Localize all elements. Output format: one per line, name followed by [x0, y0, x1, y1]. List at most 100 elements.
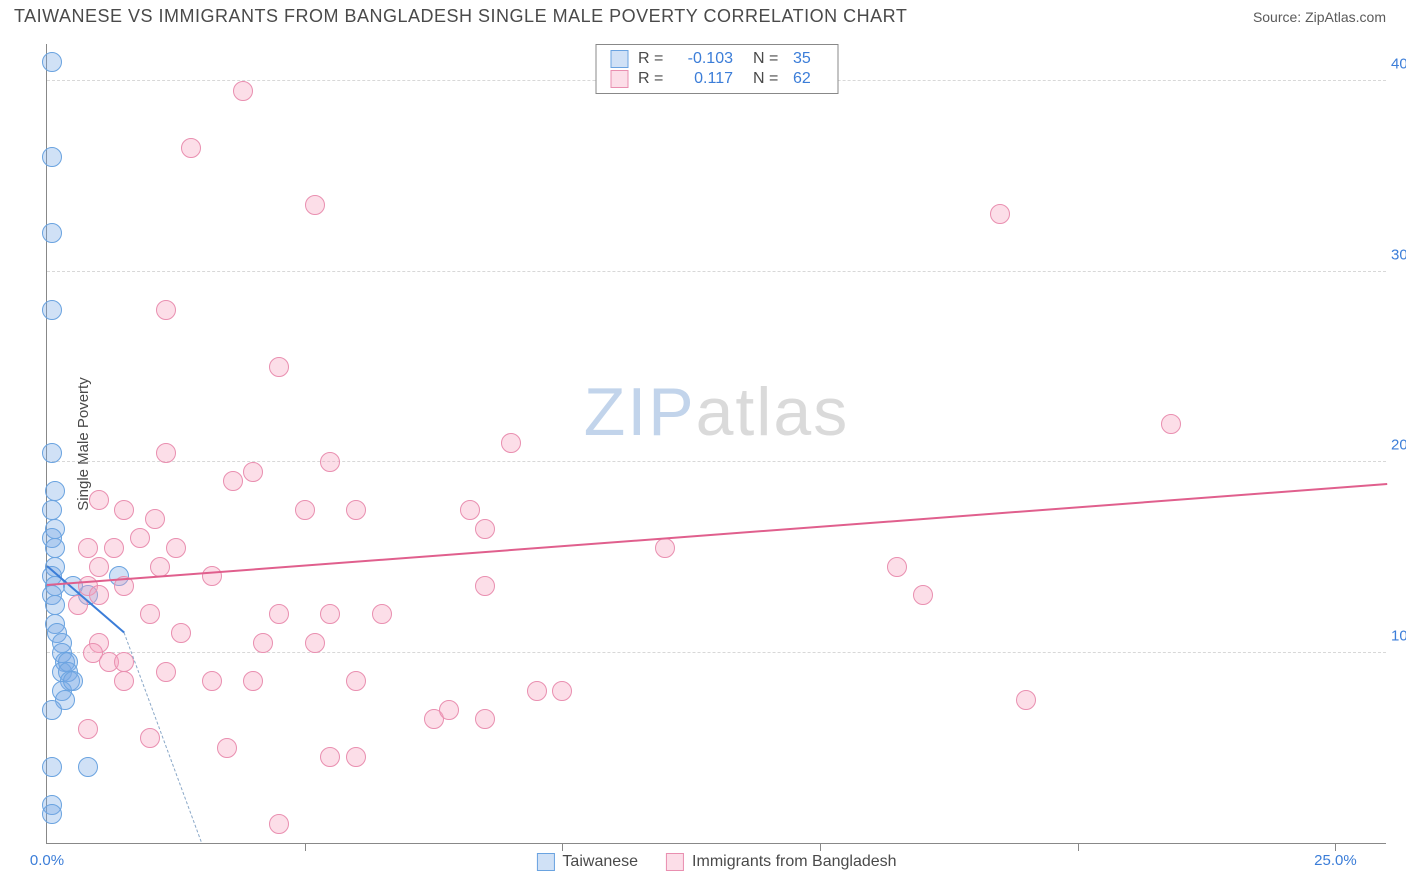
- data-point: [320, 604, 340, 624]
- data-point: [156, 300, 176, 320]
- data-point: [42, 147, 62, 167]
- data-point: [501, 433, 521, 453]
- data-point: [104, 538, 124, 558]
- n-value: 35: [793, 50, 823, 68]
- data-point: [243, 671, 263, 691]
- gridline-horizontal: [47, 271, 1386, 272]
- correlation-legend: R = -0.103 N = 35 R = 0.117 N = 62: [595, 44, 838, 94]
- data-point: [114, 500, 134, 520]
- data-point: [233, 81, 253, 101]
- y-axis-title: Single Male Poverty: [75, 377, 92, 510]
- data-point: [78, 719, 98, 739]
- y-tick-label: 10.0%: [1391, 627, 1406, 644]
- legend-swatch: [610, 70, 628, 88]
- data-point: [269, 604, 289, 624]
- data-point: [63, 671, 83, 691]
- data-point: [45, 595, 65, 615]
- y-tick-label: 40.0%: [1391, 56, 1406, 73]
- data-point: [171, 623, 191, 643]
- data-point: [269, 814, 289, 834]
- data-point: [130, 528, 150, 548]
- series-legend-label: Immigrants from Bangladesh: [692, 853, 897, 871]
- data-point: [475, 519, 495, 539]
- legend-swatch: [610, 50, 628, 68]
- x-tick: [562, 843, 563, 851]
- data-point: [166, 538, 186, 558]
- data-point: [202, 671, 222, 691]
- r-value: -0.103: [678, 50, 733, 68]
- chart-header: TAIWANESE VS IMMIGRANTS FROM BANGLADESH …: [0, 0, 1406, 33]
- data-point: [990, 204, 1010, 224]
- data-point: [89, 490, 109, 510]
- x-tick-label: 25.0%: [1314, 852, 1357, 869]
- data-point: [460, 500, 480, 520]
- data-point: [1016, 690, 1036, 710]
- watermark: ZIPatlas: [584, 373, 849, 451]
- watermark-atlas: atlas: [696, 373, 850, 451]
- data-point: [346, 500, 366, 520]
- data-point: [295, 500, 315, 520]
- legend-swatch: [536, 853, 554, 871]
- trend-line: [47, 483, 1387, 586]
- data-point: [42, 700, 62, 720]
- data-point: [372, 604, 392, 624]
- y-tick-label: 30.0%: [1391, 246, 1406, 263]
- data-point: [346, 671, 366, 691]
- data-point: [305, 633, 325, 653]
- n-value: 62: [793, 70, 823, 88]
- legend-swatch: [666, 853, 684, 871]
- chart-title: TAIWANESE VS IMMIGRANTS FROM BANGLADESH …: [14, 6, 907, 27]
- data-point: [552, 681, 572, 701]
- gridline-horizontal: [47, 652, 1386, 653]
- series-legend-item: Taiwanese: [536, 853, 638, 871]
- data-point: [42, 804, 62, 824]
- x-tick: [820, 843, 821, 851]
- r-label: R =: [638, 70, 668, 88]
- data-point: [346, 747, 366, 767]
- data-point: [140, 728, 160, 748]
- data-point: [42, 52, 62, 72]
- correlation-legend-row: R = -0.103 N = 35: [610, 49, 823, 69]
- x-tick: [1078, 843, 1079, 851]
- data-point: [42, 443, 62, 463]
- data-point: [181, 138, 201, 158]
- watermark-zip: ZIP: [584, 373, 696, 451]
- data-point: [439, 700, 459, 720]
- x-tick: [305, 843, 306, 851]
- data-point: [1161, 414, 1181, 434]
- data-point: [320, 452, 340, 472]
- data-point: [145, 509, 165, 529]
- data-point: [887, 557, 907, 577]
- data-point: [114, 671, 134, 691]
- data-point: [527, 681, 547, 701]
- data-point: [475, 576, 495, 596]
- series-legend-label: Taiwanese: [562, 853, 638, 871]
- data-point: [42, 757, 62, 777]
- series-legend-item: Immigrants from Bangladesh: [666, 853, 897, 871]
- data-point: [78, 538, 98, 558]
- data-point: [156, 443, 176, 463]
- y-tick-label: 20.0%: [1391, 437, 1406, 454]
- r-value: 0.117: [678, 70, 733, 88]
- n-label: N =: [753, 50, 783, 68]
- correlation-legend-row: R = 0.117 N = 62: [610, 69, 823, 89]
- data-point: [475, 709, 495, 729]
- n-label: N =: [753, 70, 783, 88]
- x-tick: [1335, 843, 1336, 851]
- data-point: [655, 538, 675, 558]
- data-point: [202, 566, 222, 586]
- data-point: [217, 738, 237, 758]
- data-point: [45, 538, 65, 558]
- data-point: [913, 585, 933, 605]
- data-point: [45, 481, 65, 501]
- data-point: [320, 747, 340, 767]
- data-point: [156, 662, 176, 682]
- data-point: [140, 604, 160, 624]
- r-label: R =: [638, 50, 668, 68]
- data-point: [42, 500, 62, 520]
- data-point: [89, 557, 109, 577]
- scatter-chart: Single Male Poverty ZIPatlas R = -0.103 N …: [46, 44, 1386, 844]
- data-point: [223, 471, 243, 491]
- x-tick-label: 0.0%: [30, 852, 64, 869]
- data-point: [305, 195, 325, 215]
